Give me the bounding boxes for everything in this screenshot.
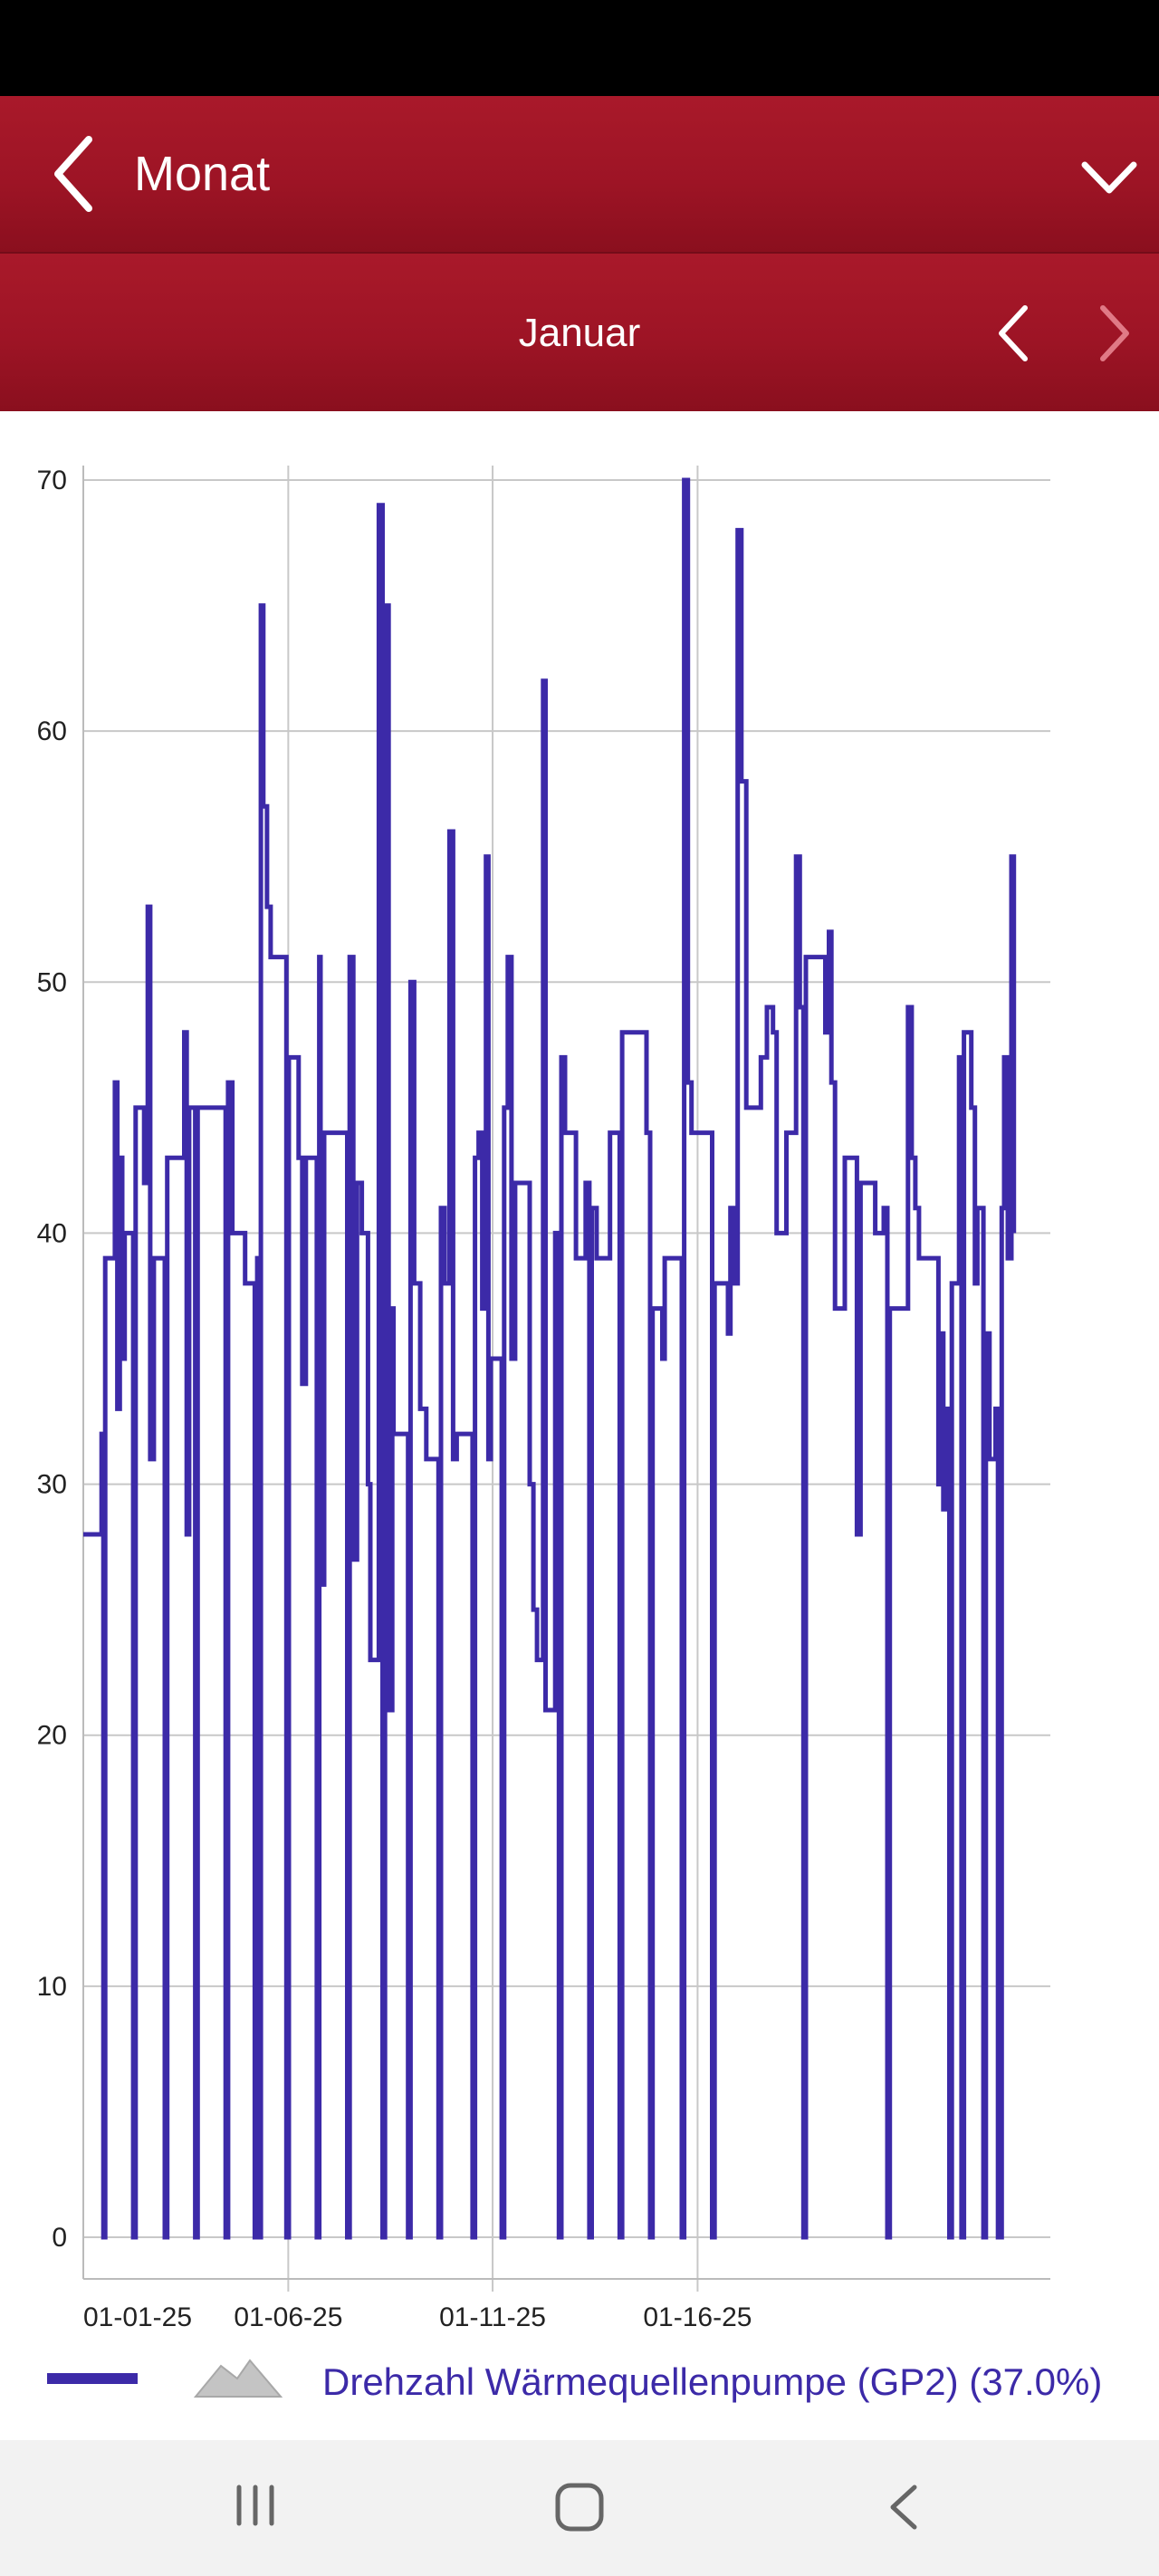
legend-swatch [47,2373,138,2384]
x-tick-label: 01-16-25 [643,2302,752,2332]
y-tick-label: 40 [37,1218,67,1248]
y-tick-label: 30 [37,1470,67,1500]
y-tick-label: 60 [37,716,67,746]
mountain-icon[interactable] [194,2351,283,2400]
month-navigation-bar: Januar [0,254,1159,411]
x-tick-label: 01-01-25 [83,2302,192,2332]
series-line [83,477,1017,2240]
chart-area: 0 10 20 30 40 50 60 70 01-01-25 01-06-25 01-11-25 0… [0,411,1159,2341]
app-bar: Monat [0,96,1159,254]
nav-back-icon[interactable] [878,2480,929,2534]
nav-recent-icon[interactable] [234,2480,277,2531]
legend-label[interactable]: Drehzahl Wärmequellenpumpe (GP2) (37.0%) [322,2360,1103,2403]
y-tick-label: 10 [37,1972,67,2002]
back-icon[interactable] [47,130,110,217]
chevron-down-icon[interactable] [1078,150,1141,205]
chevron-left-icon[interactable] [987,299,1041,368]
nav-home-icon[interactable] [552,2480,607,2534]
y-tick-label: 0 [52,2223,67,2253]
screen-title: Monat [134,147,271,201]
x-tick-label: 01-11-25 [439,2302,546,2332]
y-tick-label: 50 [37,967,67,997]
x-tick-label: 01-06-25 [234,2302,342,2332]
y-tick-label: 70 [37,466,67,495]
chevron-right-icon [1100,305,1129,361]
line-chart: 0 10 20 30 40 50 60 70 01-01-25 01-06-25 01-11-25 0… [37,466,1050,2332]
system-navigation-bar [0,2440,1159,2576]
status-bar [0,0,1159,96]
month-title: Januar [518,311,641,355]
y-tick-label: 20 [37,1721,67,1751]
